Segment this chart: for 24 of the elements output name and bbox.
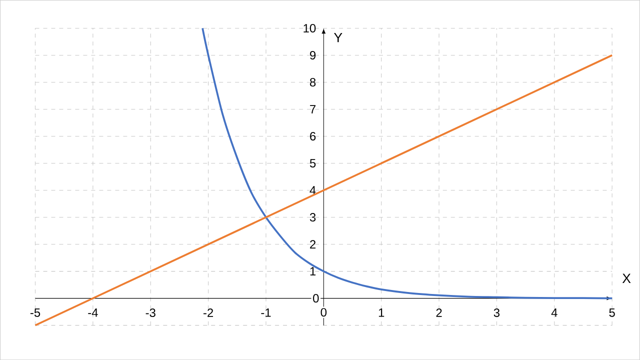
- y-axis-title: Y: [334, 32, 342, 42]
- x-tick-label: 5: [609, 308, 615, 317]
- x-tick-label: -2: [204, 308, 214, 317]
- y-tick-label: 3: [310, 212, 316, 222]
- y-tick-label: 10: [304, 24, 316, 32]
- y-tick-label: 9: [310, 50, 316, 60]
- y-tick-label: 0: [313, 294, 319, 302]
- x-tick-label: -3: [146, 308, 156, 317]
- y-tick-label: 4: [310, 186, 316, 194]
- y-tick-label: 1: [310, 267, 316, 276]
- x-tick-label: -5: [30, 308, 40, 317]
- x-tick-label: 0: [320, 308, 327, 316]
- y-tick-label: 2: [310, 240, 316, 248]
- x-tick-label: 4: [551, 308, 558, 317]
- y-tick-label: 6: [310, 132, 316, 140]
- y-tick-label: 5: [310, 158, 316, 168]
- x-tick-label: -1: [261, 308, 271, 317]
- y-tick-label: 8: [310, 78, 316, 86]
- x-tick-label: -4: [88, 308, 98, 317]
- x-axis-title: X: [622, 274, 631, 283]
- y-tick-label: 7: [310, 105, 316, 114]
- x-tick-label: 3: [494, 308, 500, 317]
- x-tick-label: 1: [378, 308, 384, 317]
- x-tick-label: 2: [436, 308, 442, 317]
